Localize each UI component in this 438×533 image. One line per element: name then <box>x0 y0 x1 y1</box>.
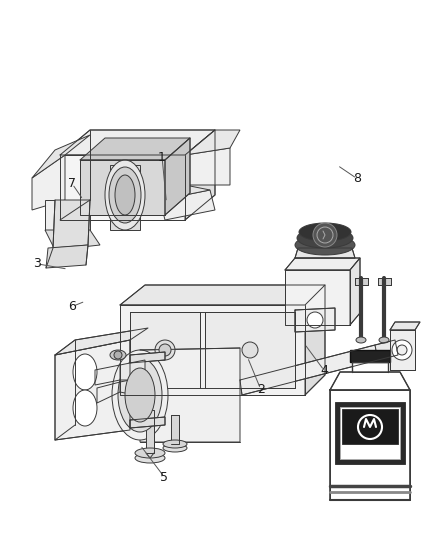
Ellipse shape <box>110 350 126 360</box>
Polygon shape <box>355 278 368 285</box>
Ellipse shape <box>135 448 165 458</box>
Polygon shape <box>160 185 210 200</box>
Text: 4: 4 <box>320 364 328 377</box>
Polygon shape <box>120 377 145 397</box>
Polygon shape <box>295 248 355 258</box>
Ellipse shape <box>112 350 168 440</box>
Text: 6: 6 <box>68 300 76 313</box>
Polygon shape <box>60 130 215 155</box>
Ellipse shape <box>163 440 187 448</box>
Polygon shape <box>185 130 215 220</box>
Polygon shape <box>350 258 360 325</box>
Ellipse shape <box>118 358 162 432</box>
Ellipse shape <box>105 160 145 230</box>
Polygon shape <box>160 190 215 220</box>
Polygon shape <box>305 285 325 395</box>
Polygon shape <box>330 372 410 390</box>
Ellipse shape <box>73 390 97 426</box>
Circle shape <box>242 342 258 358</box>
Polygon shape <box>352 362 388 372</box>
Polygon shape <box>390 322 420 330</box>
Text: 5: 5 <box>160 471 168 483</box>
Polygon shape <box>80 138 190 160</box>
Polygon shape <box>130 312 200 388</box>
Ellipse shape <box>163 444 187 452</box>
Polygon shape <box>45 200 90 230</box>
Bar <box>335 402 405 464</box>
Polygon shape <box>285 270 350 325</box>
Polygon shape <box>120 285 325 305</box>
Circle shape <box>159 344 171 356</box>
Text: 8: 8 <box>353 172 361 185</box>
Bar <box>340 407 400 459</box>
Ellipse shape <box>295 235 355 255</box>
Ellipse shape <box>135 453 165 463</box>
Polygon shape <box>240 345 378 395</box>
Circle shape <box>313 223 337 247</box>
Ellipse shape <box>125 368 155 422</box>
Polygon shape <box>130 417 165 428</box>
Text: 3: 3 <box>33 257 41 270</box>
Text: 7: 7 <box>68 177 76 190</box>
Polygon shape <box>120 305 305 395</box>
Polygon shape <box>140 348 240 442</box>
Polygon shape <box>80 160 165 215</box>
Circle shape <box>307 312 323 328</box>
Polygon shape <box>130 352 165 363</box>
Polygon shape <box>32 135 90 178</box>
Polygon shape <box>295 308 335 332</box>
Polygon shape <box>205 312 295 388</box>
Polygon shape <box>110 165 140 230</box>
Ellipse shape <box>356 337 366 343</box>
Polygon shape <box>46 245 88 268</box>
Ellipse shape <box>297 228 353 248</box>
Text: 2: 2 <box>257 383 265 395</box>
Circle shape <box>155 340 175 360</box>
Polygon shape <box>60 155 185 220</box>
Ellipse shape <box>115 175 135 215</box>
Polygon shape <box>146 410 154 453</box>
Circle shape <box>392 340 412 360</box>
Polygon shape <box>285 258 360 270</box>
Polygon shape <box>32 155 65 210</box>
Polygon shape <box>185 148 230 185</box>
Polygon shape <box>390 330 415 370</box>
Polygon shape <box>53 200 90 248</box>
Ellipse shape <box>73 354 97 390</box>
Ellipse shape <box>109 167 141 223</box>
Ellipse shape <box>379 337 389 343</box>
Circle shape <box>114 351 122 359</box>
Circle shape <box>397 345 407 355</box>
Polygon shape <box>171 415 179 444</box>
Polygon shape <box>120 360 145 380</box>
Bar <box>342 409 398 444</box>
Polygon shape <box>165 138 190 215</box>
Polygon shape <box>185 130 240 155</box>
Polygon shape <box>45 230 100 250</box>
Polygon shape <box>55 328 148 355</box>
Ellipse shape <box>299 223 351 241</box>
Polygon shape <box>375 340 398 360</box>
Polygon shape <box>378 278 391 285</box>
Polygon shape <box>55 340 130 440</box>
Text: 1: 1 <box>158 151 166 164</box>
Bar <box>350 350 390 362</box>
Polygon shape <box>330 390 410 500</box>
